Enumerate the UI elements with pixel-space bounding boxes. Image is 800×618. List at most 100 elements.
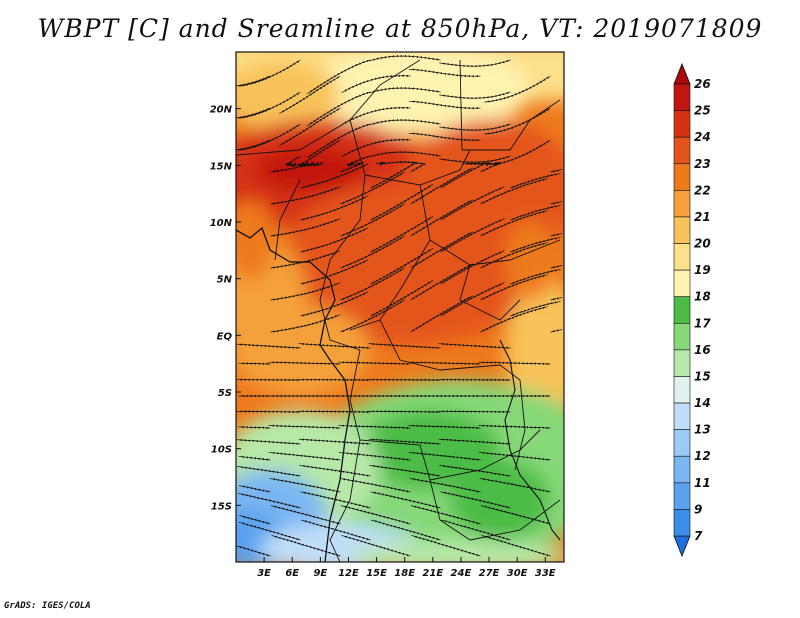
streamline [550, 297, 563, 301]
streamline [438, 342, 511, 349]
colorbar-swatch [673, 216, 691, 244]
streamline [438, 410, 511, 414]
colorbar-label: 22 [694, 183, 711, 197]
colorbar-swatch [673, 163, 691, 191]
colorbar-swatch [673, 509, 691, 537]
colorbar-swatch [673, 296, 691, 324]
lon-tick-label: 9E [313, 568, 327, 579]
lon-tick-label: 6E [285, 568, 299, 579]
streamline [268, 451, 341, 461]
colorbar-label: 26 [694, 77, 711, 91]
lon-tick-label: 18E [394, 568, 415, 579]
colorbar-swatch [673, 110, 691, 138]
colorbar-label: 25 [694, 104, 711, 118]
streamline [238, 493, 301, 509]
lat-tick-label: 10S [211, 445, 232, 456]
streamline [369, 464, 441, 477]
lat-tick-label: EQ [217, 331, 233, 342]
streamline [236, 139, 271, 151]
streamline [236, 438, 301, 445]
map-axes: 3E 6E 9E 12E 15E 18E 21E 24E 27E 30E 33E 20N 15N 10N 5… [210, 105, 556, 579]
map-plot-area [236, 52, 564, 562]
streamline [299, 464, 371, 477]
streamline [480, 306, 548, 333]
streamline [300, 259, 369, 285]
streamline [298, 438, 371, 445]
streamline [410, 295, 473, 333]
lon-tick-label: 12E [338, 568, 359, 579]
streamline [339, 478, 411, 493]
streamline [550, 233, 563, 237]
streamline [300, 227, 369, 253]
colorbar-label: 16 [694, 343, 711, 357]
streamline [238, 455, 271, 461]
streamline [439, 59, 511, 68]
streamline [341, 74, 411, 94]
streamline [236, 410, 301, 414]
streamline [484, 75, 551, 103]
streamlines [236, 54, 563, 557]
colorbar-label: 23 [694, 157, 711, 171]
streamline [239, 485, 271, 493]
streamline [368, 438, 441, 445]
streamline [300, 291, 369, 317]
streamline [479, 478, 551, 493]
streamline [478, 361, 551, 366]
colorbar-min-triangle [673, 535, 691, 558]
streamline [440, 491, 511, 509]
colorbar: 26 25 24 23 22 21 20 19 18 17 16 15 14 13 12 11 9 7 [673, 62, 711, 558]
streamline [236, 545, 271, 557]
colorbar-swatch [673, 376, 691, 404]
lon-tick-label: 3E [257, 568, 271, 579]
colorbar-swatch [673, 455, 691, 484]
streamline [481, 535, 551, 557]
colorbar-label: 11 [694, 476, 711, 490]
grads-credit: GrADS: IGES/COLA [4, 601, 91, 611]
streamline [368, 342, 441, 349]
streamline [300, 491, 371, 509]
colorbar-swatch [673, 243, 691, 271]
streamline [270, 314, 341, 333]
lon-tick-label: 15E [366, 568, 387, 579]
lat-tick-label: 5S [218, 388, 232, 399]
streamline [236, 75, 271, 87]
streamline [341, 106, 411, 126]
colorbar-swatch [673, 482, 691, 510]
streamline [408, 451, 481, 461]
streamline [369, 54, 441, 62]
streamline [298, 410, 371, 414]
lat-tick-label: 5N [217, 275, 233, 286]
colorbar-label: 12 [694, 449, 711, 463]
lat-tick-label: 10N [210, 218, 233, 229]
streamline [439, 91, 511, 100]
colorbar-label: 19 [694, 263, 711, 277]
streamline [368, 410, 441, 414]
streamline [237, 466, 301, 477]
lon-tick-label: 24E [451, 568, 472, 579]
colorbar-swatch [673, 402, 691, 430]
colorbar-label: 15 [694, 369, 711, 383]
streamline [369, 118, 441, 126]
colorbar-label: 17 [694, 316, 711, 330]
lat-tick-label: 15S [211, 501, 232, 512]
streamline [478, 451, 551, 461]
colorbar-swatch [673, 136, 691, 165]
streamline [300, 195, 369, 221]
streamline [236, 343, 301, 349]
colorbar-label: 7 [694, 529, 703, 543]
colorbar-max-triangle [673, 62, 691, 85]
streamline [369, 86, 441, 94]
streamline [408, 361, 481, 366]
streamline [298, 342, 371, 349]
streamline [480, 505, 551, 525]
streamline [271, 535, 341, 557]
streamline [478, 424, 551, 430]
streamline [341, 138, 411, 158]
streamline [238, 362, 271, 366]
streamline [300, 163, 369, 189]
streamline [439, 464, 511, 477]
lon-tick-label: 30E [507, 568, 528, 579]
streamline [409, 478, 481, 493]
streamline [408, 132, 481, 142]
streamline [408, 68, 481, 78]
